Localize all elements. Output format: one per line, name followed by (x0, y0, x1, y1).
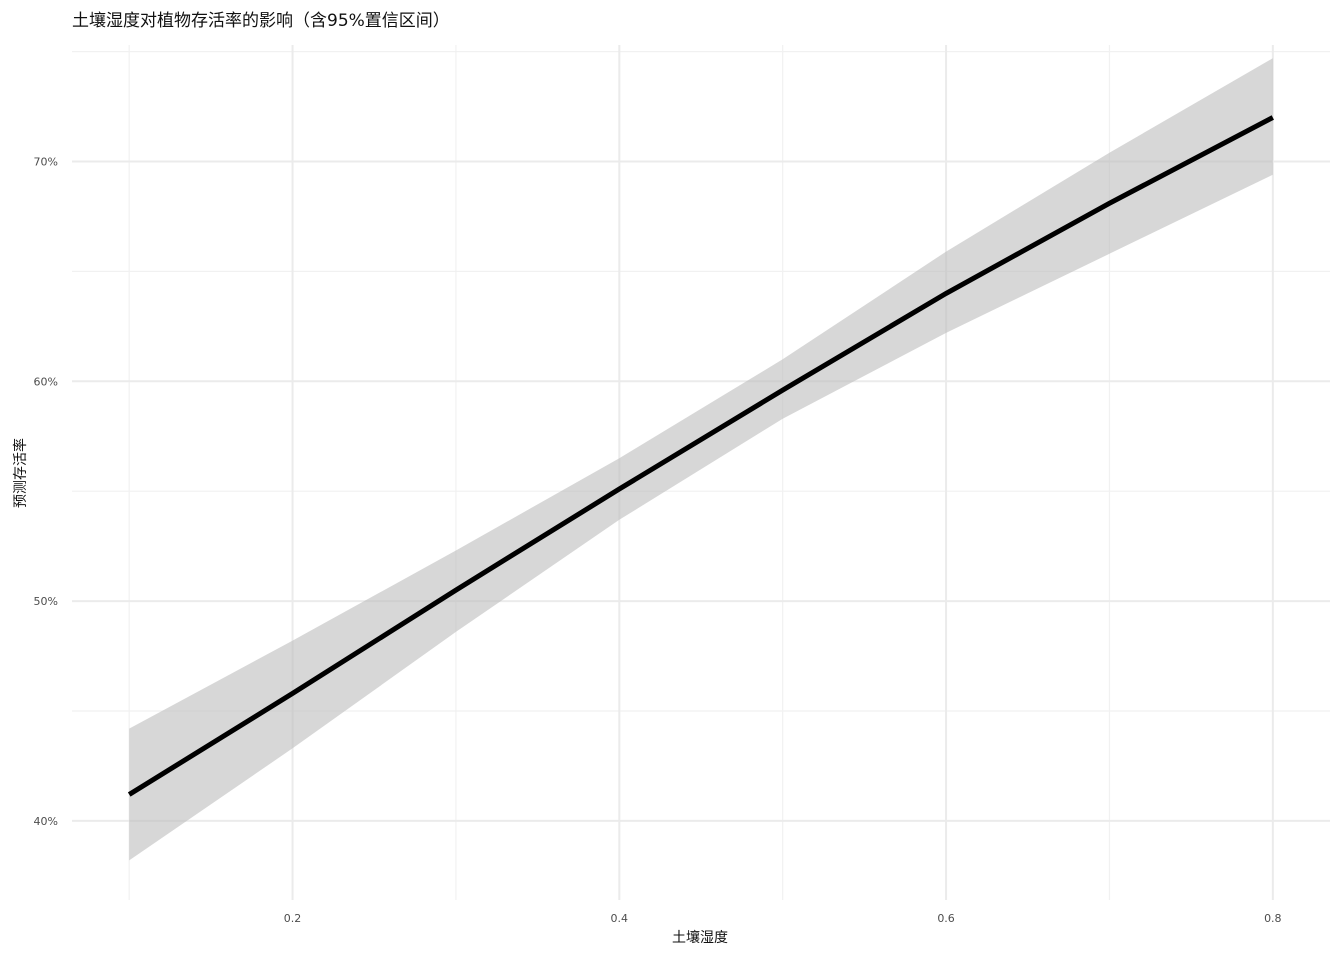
confidence-band (129, 58, 1273, 861)
x-tick-label: 0.8 (1264, 912, 1282, 925)
x-tick-label: 0.4 (611, 912, 629, 925)
x-tick-label: 0.6 (937, 912, 955, 925)
y-axis-title: 预测存活率 (12, 438, 29, 508)
y-minor-gridlines (72, 50, 1330, 712)
x-axis-title: 土壤湿度 (672, 929, 728, 946)
x-axis-tick-labels: 0.2 0.4 0.6 0.8 (284, 912, 1282, 925)
fit-line (127, 115, 1274, 797)
y-tick-label: 40% (34, 815, 58, 828)
y-axis-tick-labels: 40% 50% 60% 70% (34, 155, 58, 827)
x-minor-gridlines (128, 45, 1111, 900)
y-tick-label: 70% (34, 155, 58, 168)
x-tick-label: 0.2 (284, 912, 302, 925)
chart-title: 土壤湿度对植物存活率的影响（含95%置信区间） (72, 10, 450, 31)
y-tick-label: 60% (34, 375, 58, 388)
y-tick-label: 50% (34, 595, 58, 608)
